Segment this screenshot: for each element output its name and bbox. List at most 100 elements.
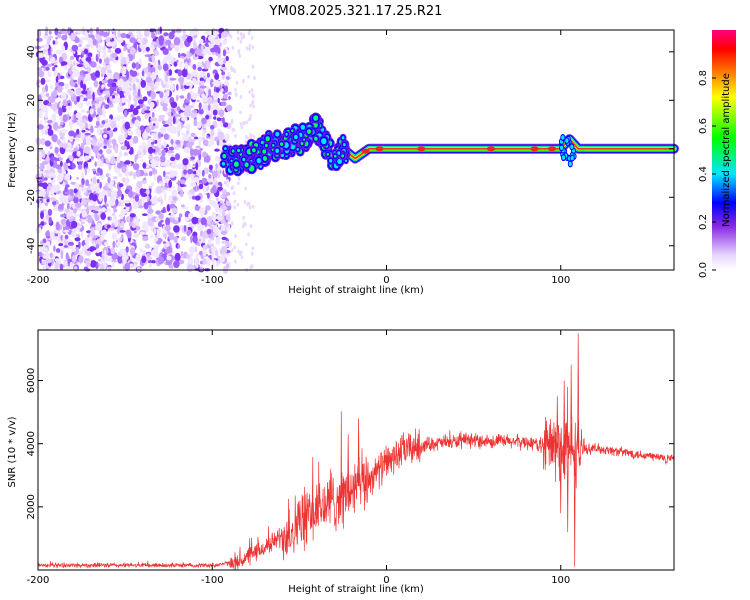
noise-blob <box>106 72 112 77</box>
noise-blob <box>208 174 212 179</box>
noise-blob <box>40 246 46 250</box>
noise-blob <box>157 64 162 71</box>
noise-blob <box>146 253 151 257</box>
signal-blob-core <box>313 115 319 121</box>
signal-hotspot <box>375 146 384 152</box>
noise-blob <box>190 181 197 188</box>
noise-blob <box>183 224 187 232</box>
noise-blob <box>225 178 230 188</box>
noise-blob <box>226 104 233 112</box>
noise-blob <box>168 169 176 178</box>
noise-blob <box>139 231 146 236</box>
noise-blob <box>37 49 45 55</box>
noise-blob <box>199 80 205 84</box>
noise-blob <box>129 123 134 128</box>
noise-blob <box>57 173 64 183</box>
noise-blob <box>199 77 204 82</box>
colorbar-tick-label: 0.6 <box>698 118 709 134</box>
noise-blob <box>114 145 119 154</box>
noise-blob <box>72 254 76 263</box>
noise-blob <box>73 188 78 194</box>
signal-blob-core <box>565 138 569 143</box>
signal-blob-core <box>233 161 239 167</box>
noise-blob <box>244 186 247 191</box>
noise-blob <box>132 107 139 116</box>
noise-blob <box>95 26 100 35</box>
noise-blob <box>135 61 139 71</box>
noise-blob <box>162 141 167 148</box>
noise-blob <box>108 227 115 231</box>
noise-blob <box>38 100 42 104</box>
noise-blob <box>191 102 195 106</box>
noise-blob <box>75 112 82 119</box>
noise-blob <box>198 200 204 203</box>
noise-blob <box>245 134 248 139</box>
signal-blob-core <box>570 155 574 161</box>
noise-blob <box>218 217 224 220</box>
signal-blob-core <box>291 129 294 133</box>
noise-blob <box>74 37 80 43</box>
noise-blob <box>112 78 118 82</box>
noise-blob <box>103 241 109 246</box>
noise-blob <box>202 257 206 266</box>
noise-blob <box>173 260 180 269</box>
noise-blob <box>162 84 166 89</box>
noise-blob <box>201 177 207 184</box>
colorbar-tick-label: 0.0 <box>698 262 709 278</box>
noise-blob <box>227 91 232 96</box>
signal-blob-core <box>314 136 318 141</box>
noise-blob <box>47 63 52 68</box>
noise-blob <box>156 185 163 194</box>
noise-blob <box>85 44 91 48</box>
noise-blob <box>239 110 242 115</box>
spectrogram-y-label: Frequency (Hz) <box>7 112 18 188</box>
noise-blob <box>248 43 252 48</box>
noise-blob <box>220 66 228 71</box>
noise-blob <box>73 79 78 83</box>
noise-blob <box>141 37 148 45</box>
noise-blob <box>249 133 252 138</box>
noise-blob <box>250 88 254 93</box>
noise-blob <box>144 67 149 74</box>
noise-blob <box>168 146 175 151</box>
signal-blob-core <box>329 158 333 163</box>
noise-blob <box>73 265 78 273</box>
noise-blob <box>124 121 130 130</box>
noise-blob <box>202 185 207 193</box>
noise-blob <box>51 134 58 143</box>
noise-blob <box>60 195 65 203</box>
noise-blob <box>60 250 64 260</box>
noise-blob <box>82 186 87 193</box>
noise-blob <box>152 148 156 153</box>
noise-blob <box>164 224 171 232</box>
noise-blob <box>55 75 59 83</box>
noise-blob <box>80 80 84 89</box>
noise-blob <box>60 218 67 226</box>
noise-blob <box>240 255 244 260</box>
noise-blob <box>110 247 116 255</box>
noise-blob <box>74 147 79 152</box>
noise-blob <box>149 121 153 130</box>
noise-blob <box>195 162 199 171</box>
noise-blob <box>152 123 156 126</box>
noise-blob <box>83 71 89 74</box>
noise-blob <box>198 108 204 115</box>
noise-blob <box>128 94 132 101</box>
noise-blob <box>41 151 46 159</box>
noise-blob <box>248 46 251 51</box>
noise-blob <box>83 48 89 55</box>
noise-blob <box>233 245 236 250</box>
noise-blob <box>230 186 234 191</box>
noise-blob <box>99 149 103 155</box>
noise-blob <box>206 135 209 139</box>
noise-blob <box>158 114 166 118</box>
noise-blob <box>76 157 83 163</box>
noise-blob <box>78 161 82 165</box>
noise-blob <box>52 89 58 98</box>
noise-blob <box>213 116 217 120</box>
noise-blob <box>213 91 220 99</box>
noise-blob <box>126 70 130 80</box>
noise-blob <box>78 186 83 191</box>
noise-blob <box>167 150 175 154</box>
